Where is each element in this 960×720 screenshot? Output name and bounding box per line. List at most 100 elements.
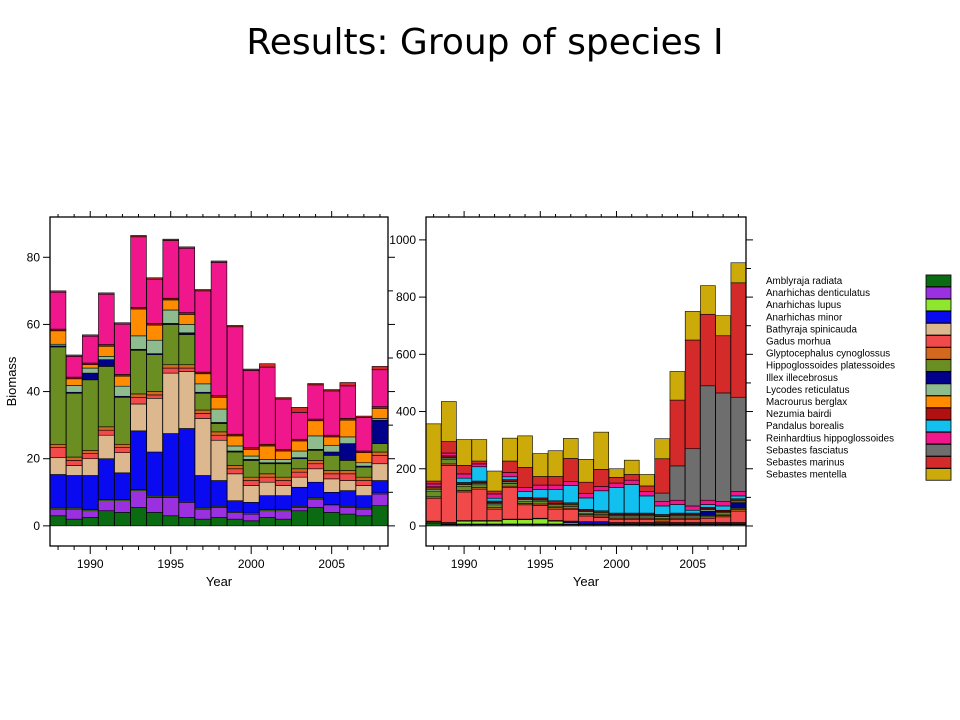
legend-swatch — [925, 419, 952, 433]
bar-segment — [502, 460, 518, 473]
bar-segment — [730, 502, 747, 509]
bar-segment — [114, 375, 131, 387]
bar-segment — [532, 518, 549, 525]
bar-segment — [194, 373, 212, 385]
bar-segment — [162, 240, 179, 299]
bar-segment — [130, 235, 147, 238]
bar-segment — [684, 339, 701, 450]
bar-segment — [194, 518, 212, 527]
bar-segment — [65, 518, 83, 527]
x-axis-label: Year — [573, 574, 600, 589]
bar-segment — [593, 431, 610, 470]
bar-segment — [307, 435, 324, 450]
bar-segment — [323, 451, 340, 456]
bar-segment — [471, 484, 488, 488]
bar-segment — [639, 485, 655, 492]
y-tick-label: 600 — [396, 347, 416, 361]
bar-segment — [715, 315, 731, 337]
x-tick-label: 1990 — [77, 557, 104, 571]
bar-segment — [65, 508, 83, 520]
bar-segment — [471, 466, 488, 482]
bar-segment — [355, 495, 373, 509]
y-tick-label: 0 — [409, 519, 416, 533]
bar-segment — [178, 324, 195, 334]
bar-segment — [65, 356, 83, 378]
bar-segment — [684, 505, 701, 511]
bar-segment — [82, 458, 99, 476]
bar-segment — [243, 449, 260, 457]
bar-segment — [130, 335, 147, 350]
bar-segment — [114, 396, 131, 445]
legend-label: Lycodes reticulatus — [766, 385, 850, 396]
legend-label: Gadus morhua — [766, 337, 831, 348]
bar-segment — [259, 495, 276, 511]
bar-segment — [178, 247, 195, 313]
bar-segment — [517, 435, 533, 468]
bar-segment — [517, 519, 533, 525]
bar-segment — [700, 517, 716, 523]
bar-segment — [259, 363, 276, 368]
bar-segment — [623, 519, 640, 523]
bar-segment — [226, 473, 244, 501]
bar-segment — [194, 409, 212, 414]
bar-segment — [425, 522, 442, 527]
bar-segment — [593, 517, 610, 522]
bar-segment — [339, 382, 356, 387]
bar-segment — [669, 499, 686, 505]
bar-segment — [146, 451, 163, 497]
bar-segment — [323, 444, 340, 453]
bar-segment — [547, 476, 564, 486]
bar-segment — [114, 452, 131, 474]
bar-segment — [532, 489, 549, 499]
bar-segment — [130, 349, 147, 395]
bar-segment — [226, 326, 244, 435]
bar-segment — [130, 430, 147, 490]
bar-segment — [243, 520, 260, 527]
bar-segment — [65, 460, 83, 466]
bar-segment — [307, 481, 324, 499]
bar-segment — [623, 479, 640, 485]
bar-segment — [684, 311, 701, 341]
bar-segment — [65, 392, 83, 458]
bar-segment — [146, 278, 163, 324]
y-tick-label: 20 — [27, 452, 41, 466]
y-tick-label: 800 — [396, 290, 416, 304]
bar-segment — [98, 429, 115, 436]
bar-segment — [355, 480, 373, 486]
bar-segment — [715, 392, 731, 502]
bar-segment — [98, 458, 115, 500]
bar-segment — [486, 520, 503, 525]
bar-segment — [275, 510, 292, 520]
bar-segment — [162, 367, 179, 374]
bar-segment — [226, 435, 244, 447]
bar-segment — [275, 397, 292, 400]
bar-segment — [146, 497, 163, 513]
legend-swatch — [925, 407, 952, 421]
bar-segment — [291, 407, 308, 413]
bar-segment — [98, 434, 115, 460]
bar-segment — [65, 465, 83, 476]
x-tick-label: 2005 — [318, 557, 345, 571]
bar-segment — [243, 485, 260, 503]
legend-swatch — [925, 468, 952, 481]
bar-segment — [226, 325, 244, 328]
bar-segment — [593, 486, 610, 492]
bar-segment — [562, 458, 579, 482]
bar-segment — [178, 364, 195, 369]
bar-segment — [532, 476, 549, 486]
bar-segment — [178, 314, 195, 325]
bar-segment — [517, 487, 533, 492]
bar-segment — [82, 372, 99, 381]
bar-segment — [98, 293, 115, 345]
bar-segment — [259, 366, 276, 445]
legend-swatch — [925, 371, 952, 384]
bar-segment — [471, 463, 488, 468]
bar-segment — [146, 391, 163, 396]
legend-swatch — [925, 286, 952, 300]
bar-segment — [275, 476, 292, 481]
legend-label: Reinhardtius hippoglossoides — [766, 433, 894, 444]
bar-segment — [210, 260, 228, 263]
bar-segment — [654, 501, 670, 507]
bar-segment — [684, 519, 701, 523]
legend-label: Pandalus borealis — [766, 421, 844, 432]
